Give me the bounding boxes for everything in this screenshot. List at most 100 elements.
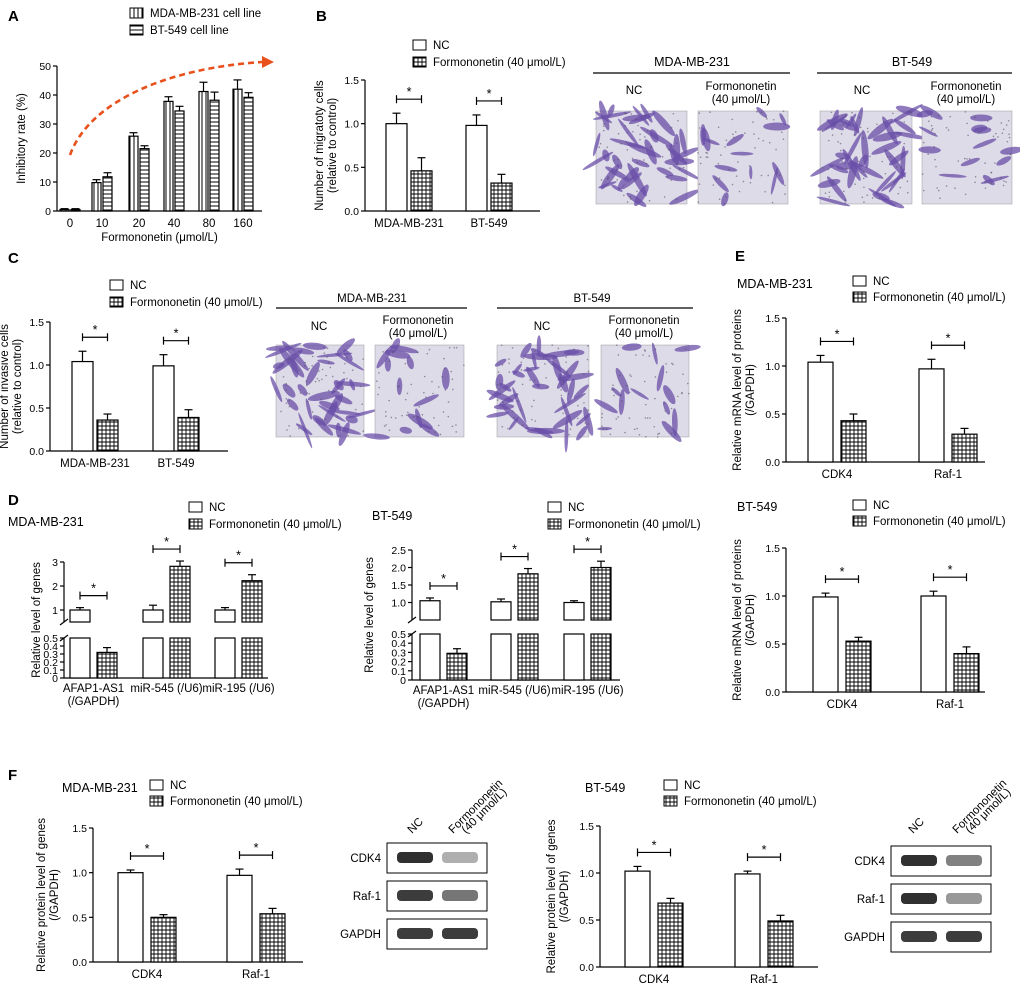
pore-dot [600, 179, 603, 181]
stained-cell [816, 196, 851, 207]
pore-dot [886, 155, 889, 158]
stained-cell [673, 133, 681, 166]
stained-cell [631, 158, 650, 168]
y-tick-label: 0.5 [344, 162, 359, 174]
blot-band [442, 852, 478, 863]
pore-dot [863, 186, 865, 189]
pore-dot [851, 111, 853, 114]
stained-cell [615, 367, 630, 395]
stained-cell [554, 392, 586, 413]
stained-cell [669, 189, 700, 205]
pore-dot [615, 344, 618, 347]
bar [807, 361, 834, 463]
pore-dot [928, 120, 930, 122]
y-tick-label: 0.0 [72, 957, 87, 969]
pore-dot [844, 202, 846, 204]
pore-dot [321, 368, 324, 371]
stained-cell [564, 418, 569, 453]
pore-dot [602, 125, 605, 127]
micro-label-formo-dose: (40 μmol/L) [712, 94, 771, 106]
legend-label-nc: NC [873, 500, 890, 512]
blot-band [901, 893, 937, 904]
pore-dot [632, 130, 634, 133]
micro-label-nc: NC [534, 321, 551, 333]
pore-dot [617, 158, 619, 161]
stained-cell [630, 388, 649, 400]
pore-dot [718, 198, 721, 201]
significance-star: * [145, 842, 150, 856]
micro-label-formo-dose: (40 μmol/L) [615, 328, 674, 340]
pore-dot [878, 197, 880, 200]
pore-dot [626, 201, 629, 203]
x-tick-label: 20 [133, 218, 146, 230]
trend-arrowhead [262, 56, 274, 68]
pore-dot [664, 421, 667, 424]
stained-cell [566, 378, 575, 404]
pore-dot [831, 134, 834, 136]
bar [517, 633, 539, 681]
pore-dot [359, 385, 362, 388]
stained-cell [611, 184, 623, 192]
pore-dot [974, 116, 976, 119]
bar [139, 148, 150, 212]
pore-dot [560, 394, 563, 397]
pore-dot [426, 352, 429, 355]
pore-dot [857, 160, 860, 163]
x-tick-label: BT-549 [157, 458, 194, 470]
pore-dot [1008, 133, 1010, 135]
stained-cell [607, 104, 615, 118]
pore-dot [649, 146, 652, 149]
pore-dot [738, 190, 741, 193]
micro-label-formo-dose: (40 μmol/L) [389, 328, 448, 340]
panel-letter-c: C [8, 250, 19, 267]
pore-dot [323, 352, 326, 354]
y-axis-title: Number of migratoty cells [314, 80, 326, 211]
x-tick-label: MDA-MB-231 [60, 458, 130, 470]
pore-dot [618, 374, 621, 377]
pore-dot [964, 193, 967, 196]
pore-dot [378, 372, 380, 374]
pore-dot [500, 407, 502, 409]
stained-cell [674, 344, 701, 352]
pore-dot [771, 201, 774, 204]
pore-dot [404, 398, 407, 401]
pore-dot [519, 409, 522, 411]
pore-dot [288, 399, 291, 402]
pore-dot [577, 404, 579, 407]
y-axis-title: (/GAPDH) [745, 594, 757, 646]
bar [241, 637, 263, 679]
y-axis-title: (relative to control) [12, 339, 24, 434]
stained-cell [526, 366, 541, 388]
stained-cell [726, 134, 744, 147]
legend-swatch-formo [547, 518, 562, 530]
panel-letter-e: E [735, 248, 745, 265]
bar [259, 913, 286, 963]
stained-cell [652, 110, 676, 137]
pore-dot [954, 187, 956, 190]
pore-dot [682, 166, 685, 169]
stained-cell [622, 114, 650, 122]
pore-dot [546, 387, 549, 389]
pore-dot [639, 133, 641, 136]
pore-dot [935, 165, 937, 168]
pore-dot [717, 162, 720, 165]
pore-dot [613, 394, 615, 397]
pore-dot [626, 148, 629, 151]
bar [177, 416, 200, 452]
pore-dot [963, 157, 966, 160]
blot-band [901, 855, 937, 866]
y-tick-label: 0.1 [391, 666, 406, 678]
pore-dot [601, 412, 604, 415]
significance-star: * [585, 535, 590, 549]
pore-dot [385, 415, 387, 418]
y-tick-label: 0.5 [72, 912, 87, 924]
pore-dot [431, 380, 433, 383]
stained-cell [640, 103, 653, 123]
pore-dot [410, 383, 413, 386]
pore-dot [620, 142, 622, 145]
pore-dot [735, 175, 738, 177]
panel-letter-a: A [8, 8, 19, 25]
pore-dot [698, 112, 701, 114]
micro-label-nc: NC [854, 85, 871, 97]
pore-dot [343, 371, 345, 374]
